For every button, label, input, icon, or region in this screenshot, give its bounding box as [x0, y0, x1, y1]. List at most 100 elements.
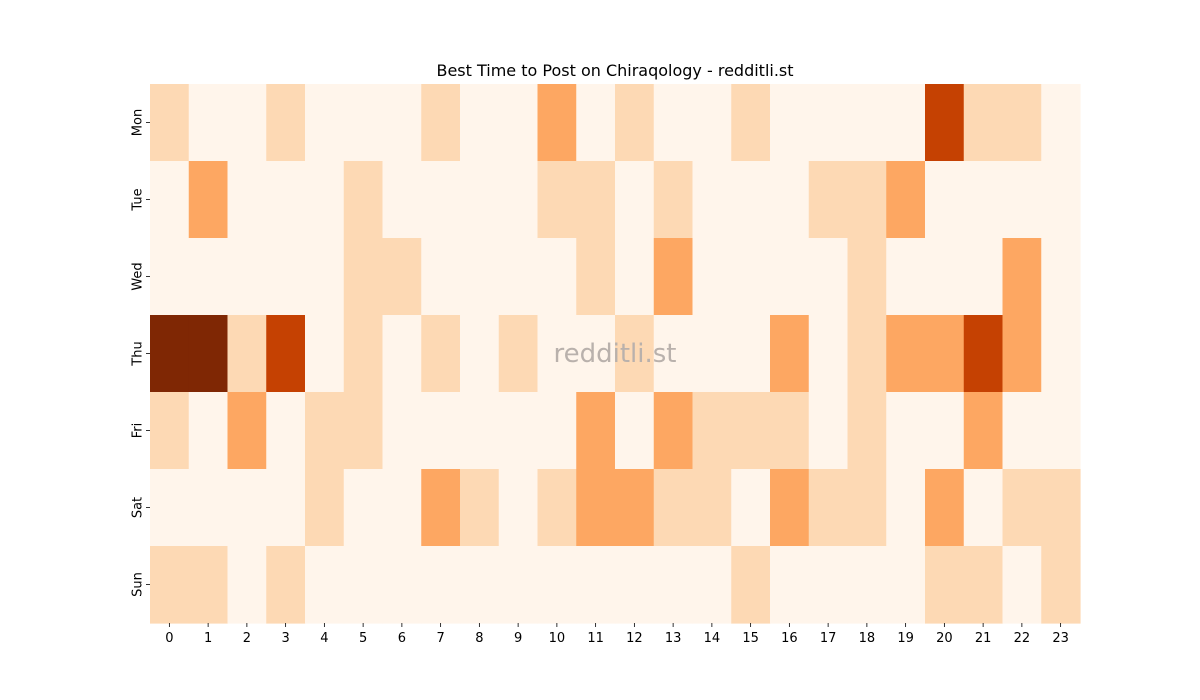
- heatmap-cell-tue-2: [227, 161, 267, 239]
- heatmap-cell-thu-8: [460, 315, 500, 393]
- y-tick-label-sat: Sat: [131, 497, 146, 518]
- heatmap-cell-sat-4: [305, 469, 345, 547]
- heatmap-cells: [150, 84, 1081, 624]
- heatmap-cell-fri-6: [382, 392, 422, 470]
- heatmap-cell-tue-21: [963, 161, 1004, 239]
- heatmap-cell-mon-4: [305, 84, 345, 162]
- heatmap-cell-mon-11: [576, 84, 616, 162]
- heatmap-cell-tue-16: [770, 161, 810, 239]
- heatmap-cell-wed-18: [847, 238, 887, 316]
- heatmap-cell-fri-15: [731, 392, 771, 470]
- heatmap-cell-mon-0: [150, 84, 190, 162]
- heatmap-cell-mon-9: [498, 84, 539, 162]
- heatmap-cell-sun-18: [847, 546, 887, 624]
- heatmap-cell-sat-23: [1041, 469, 1081, 547]
- heatmap-cell-mon-15: [731, 84, 771, 162]
- heatmap-cell-sat-16: [770, 469, 810, 547]
- heatmap-cell-sun-10: [537, 546, 577, 624]
- heatmap-cell-thu-4: [305, 315, 345, 393]
- heatmap-cell-sun-3: [266, 546, 306, 624]
- heatmap-cell-wed-3: [266, 238, 306, 316]
- heatmap-cell-mon-22: [1002, 84, 1042, 162]
- heatmap-cell-thu-13: [653, 315, 694, 393]
- heatmap-cell-sun-21: [963, 546, 1004, 624]
- heatmap-cell-fri-14: [692, 392, 732, 470]
- heatmap-cell-tue-0: [150, 161, 190, 239]
- heatmap-cell-wed-16: [770, 238, 810, 316]
- y-tick-label-tue: Tue: [131, 188, 146, 211]
- heatmap-cell-fri-9: [498, 392, 539, 470]
- x-tick-label-2: 2: [243, 631, 251, 646]
- heatmap-cell-thu-10: [537, 315, 577, 393]
- heatmap-cell-mon-13: [653, 84, 694, 162]
- heatmap-cell-wed-17: [808, 238, 849, 316]
- heatmap-cell-sun-19: [886, 546, 926, 624]
- x-tick-label-3: 3: [281, 631, 289, 646]
- heatmap-cell-wed-4: [305, 238, 345, 316]
- heatmap-cell-fri-18: [847, 392, 887, 470]
- heatmap-cell-fri-12: [615, 392, 655, 470]
- heatmap-cell-sat-22: [1002, 469, 1042, 547]
- heatmap-cell-sun-5: [343, 546, 384, 624]
- heatmap-cell-mon-18: [847, 84, 887, 162]
- y-tick-label-thu: Thu: [131, 341, 146, 366]
- y-tick-label-sun: Sun: [131, 572, 146, 597]
- heatmap-cell-tue-18: [847, 161, 887, 239]
- heatmap-cell-sat-10: [537, 469, 577, 547]
- heatmap-cell-sat-13: [653, 469, 694, 547]
- heatmap-cell-thu-20: [925, 315, 965, 393]
- heatmap-cell-sat-14: [692, 469, 732, 547]
- heatmap-cell-fri-22: [1002, 392, 1042, 470]
- heatmap-cell-sun-15: [731, 546, 771, 624]
- heatmap-cell-wed-22: [1002, 238, 1042, 316]
- heatmap-cell-wed-7: [421, 238, 461, 316]
- heatmap-cell-fri-11: [576, 392, 616, 470]
- heatmap-cell-thu-1: [188, 315, 229, 393]
- heatmap-cell-thu-14: [692, 315, 732, 393]
- heatmap-cell-wed-0: [150, 238, 190, 316]
- heatmap-cell-wed-23: [1041, 238, 1081, 316]
- heatmap-cell-fri-0: [150, 392, 190, 470]
- x-tick-label-0: 0: [165, 631, 173, 646]
- heatmap-cell-tue-14: [692, 161, 732, 239]
- heatmap-cell-thu-21: [963, 315, 1004, 393]
- heatmap-cell-sun-16: [770, 546, 810, 624]
- heatmap-cell-tue-3: [266, 161, 306, 239]
- heatmap-cell-thu-18: [847, 315, 887, 393]
- heatmap-cell-mon-19: [886, 84, 926, 162]
- heatmap-cell-mon-3: [266, 84, 306, 162]
- heatmap-cell-wed-21: [963, 238, 1004, 316]
- heatmap-cell-wed-15: [731, 238, 771, 316]
- heatmap-cell-sun-17: [808, 546, 849, 624]
- heatmap-cell-mon-23: [1041, 84, 1081, 162]
- heatmap-cell-tue-17: [808, 161, 849, 239]
- x-tick-label-8: 8: [475, 631, 483, 646]
- heatmap-cell-sun-14: [692, 546, 732, 624]
- heatmap-cell-sat-8: [460, 469, 500, 547]
- heatmap-cell-thu-17: [808, 315, 849, 393]
- x-tick-label-10: 10: [549, 631, 566, 646]
- heatmap-cell-mon-21: [963, 84, 1004, 162]
- y-tick-label-mon: Mon: [131, 109, 146, 136]
- heatmap-cell-wed-20: [925, 238, 965, 316]
- heatmap-cell-mon-16: [770, 84, 810, 162]
- x-tick-label-11: 11: [587, 631, 604, 646]
- heatmap-cell-sun-8: [460, 546, 500, 624]
- heatmap-cell-tue-1: [188, 161, 229, 239]
- heatmap-cell-mon-20: [925, 84, 965, 162]
- x-tick-label-22: 22: [1014, 631, 1031, 646]
- x-tick-label-7: 7: [436, 631, 444, 646]
- chart-title: Best Time to Post on Chiraqology - reddi…: [436, 61, 793, 80]
- heatmap-cell-sat-3: [266, 469, 306, 547]
- x-tick-label-1: 1: [204, 631, 212, 646]
- heatmap-cell-sun-22: [1002, 546, 1042, 624]
- heatmap-cell-thu-5: [343, 315, 384, 393]
- heatmap-cell-tue-8: [460, 161, 500, 239]
- x-tick-label-5: 5: [359, 631, 367, 646]
- heatmap-cell-sat-11: [576, 469, 616, 547]
- heatmap-cell-thu-15: [731, 315, 771, 393]
- heatmap-cell-tue-7: [421, 161, 461, 239]
- heatmap-cell-mon-14: [692, 84, 732, 162]
